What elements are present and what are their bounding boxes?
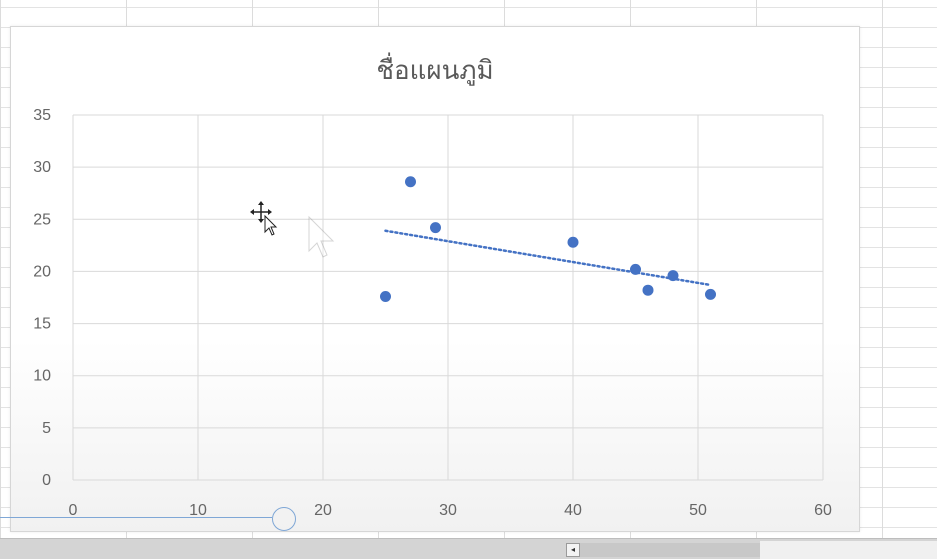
data-point[interactable] [705,288,716,300]
y-tick-label: 20 [33,263,51,280]
data-point[interactable] [405,176,416,188]
x-tick-label: 10 [189,502,207,519]
y-tick-label: 35 [33,107,51,124]
data-points[interactable] [380,176,716,302]
x-tick-label: 50 [689,502,707,519]
y-tick-label: 5 [42,420,51,437]
move-cursor-icon [250,201,278,236]
scrollbar-area[interactable] [760,541,937,559]
data-point[interactable] [430,222,441,234]
scroll-left-icon[interactable]: ◂ [566,543,580,557]
x-axis-ticks: 0 10 20 30 40 50 60 [69,502,832,519]
y-tick-label: 10 [33,368,51,385]
y-axis-ticks: 0 5 10 15 20 25 30 35 [33,107,51,489]
data-point[interactable] [567,236,579,248]
y-tick-label: 25 [33,211,51,228]
y-tick-label: 0 [42,472,51,489]
x-tick-label: 0 [69,502,78,519]
trendline-group[interactable] [384,229,712,287]
y-tick-label: 30 [33,159,51,176]
y-tick-label: 15 [33,316,51,333]
x-tick-label: 20 [314,502,332,519]
gridlines [72,114,824,481]
trendline[interactable] [384,229,712,287]
data-point[interactable] [630,263,641,275]
zoom-slider-track [0,517,272,518]
x-tick-label: 40 [564,502,582,519]
x-tick-label: 60 [814,502,832,519]
x-tick-label: 30 [439,502,457,519]
data-point[interactable] [642,284,654,296]
horizontal-scrollbar[interactable] [580,543,760,557]
scatter-chart[interactable]: ชื่อแผนภูมิ 0 10 20 30 40 50 60 0 5 10 15 20 25 30 35 [11,27,859,531]
chart-title[interactable]: ชื่อแผนภูมิ [376,52,493,86]
data-point[interactable] [667,270,679,282]
data-point[interactable] [380,290,391,302]
status-bar: ◂ [0,538,937,559]
zoom-slider-knob[interactable] [272,507,296,531]
chart-area[interactable]: ชื่อแผนภูมิ 0 10 20 30 40 50 60 0 5 10 15 20 25 30 35 [10,26,860,532]
arrow-cursor-icon [308,215,335,258]
